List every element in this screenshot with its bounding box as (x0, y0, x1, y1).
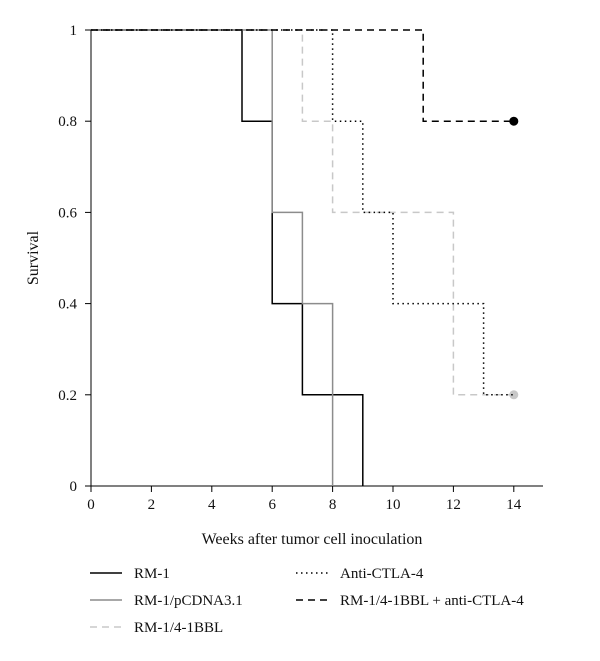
x-tick-label: 14 (506, 497, 522, 513)
x-tick-label: 2 (148, 497, 156, 513)
legend-label: RM-1/4-1BBL + anti-CTLA-4 (340, 593, 524, 609)
y-tick-label: 0.4 (58, 297, 77, 313)
legend-label: RM-1 (134, 566, 170, 582)
series-line-1 (91, 29, 364, 486)
y-tick-label: 0.2 (58, 388, 77, 404)
y-axis-title: Survival (25, 230, 42, 285)
y-ticks: 0 0.2 0.4 0.6 0.8 1 (58, 23, 91, 495)
series-line-5 (91, 29, 514, 122)
series-line-3 (91, 29, 514, 396)
series-end-marker-5 (509, 116, 519, 126)
y-tick-label: 0 (70, 479, 78, 495)
x-axis-title: Weeks after tumor cell inoculation (202, 531, 423, 548)
x-ticks: 0 2 4 6 8 10 12 14 (87, 486, 522, 513)
y-tick-label: 1 (70, 23, 78, 39)
series-end-marker-3 (509, 390, 519, 400)
x-tick-label: 6 (268, 497, 276, 513)
legend: RM-1 RM-1/pCDNA3.1 RM-1/4-1BBL Anti-CTLA-4 R… (90, 566, 524, 636)
x-tick-label: 10 (386, 497, 401, 513)
legend-label: Anti-CTLA-4 (340, 566, 424, 582)
legend-label: RM-1/pCDNA3.1 (134, 593, 243, 609)
x-tick-label: 4 (208, 497, 216, 513)
x-tick-label: 0 (87, 497, 95, 513)
legend-label: RM-1/4-1BBL (134, 620, 223, 636)
y-tick-label: 0.6 (58, 205, 77, 221)
series-layer (91, 29, 519, 486)
axes (90, 30, 543, 487)
series-line-2 (91, 29, 334, 486)
x-tick-label: 8 (329, 497, 337, 513)
y-tick-label: 0.8 (58, 114, 77, 130)
x-tick-label: 12 (446, 497, 461, 513)
